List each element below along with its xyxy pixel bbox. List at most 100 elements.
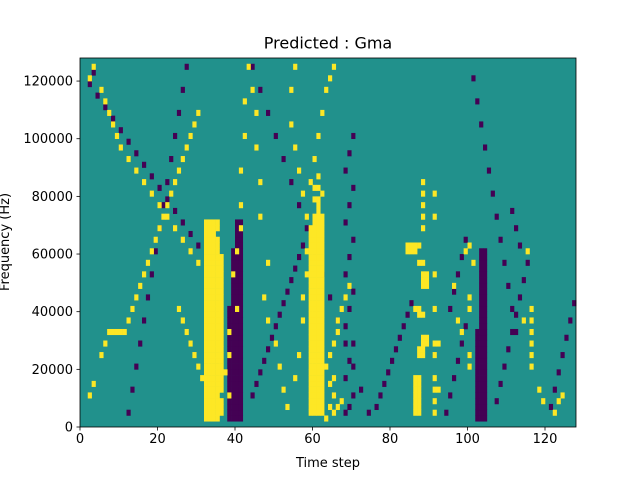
heatmap-cell-low [479, 254, 484, 261]
heatmap-cell-low [347, 305, 352, 312]
heatmap-cell-low [479, 380, 484, 387]
heatmap-cell-low [514, 328, 519, 336]
heatmap-cell-high [320, 254, 325, 261]
heatmap-cell-low [180, 219, 185, 226]
heatmap-cell-high [413, 305, 418, 312]
heatmap-cell-low [514, 311, 519, 318]
heatmap-cell-high [463, 248, 468, 255]
heatmap-cell-high [293, 144, 298, 151]
heatmap-cell-low [231, 409, 236, 416]
heatmap-cell-low [238, 380, 244, 387]
heatmap-cell-high [320, 323, 325, 330]
heatmap-cell-high [114, 328, 120, 336]
heatmap-cell-low [517, 242, 523, 249]
heatmap-cell-high [215, 317, 220, 324]
heatmap-cell-high [417, 392, 422, 399]
heatmap-cell-high [312, 357, 317, 364]
heatmap-cell-low [568, 317, 573, 324]
heatmap-cell-low [235, 403, 240, 411]
heatmap-cell-high [405, 242, 410, 249]
heatmap-cell-high [215, 380, 220, 387]
heatmap-cell-high [421, 259, 426, 266]
heatmap-cell-high [180, 156, 185, 163]
heatmap-cell-high [211, 317, 216, 324]
heatmap-cell-low [479, 363, 484, 370]
heatmap-cell-high [215, 282, 220, 289]
heatmap-cell-high [204, 409, 209, 416]
heatmap-cell-low [479, 323, 484, 330]
heatmap-cell-high [312, 392, 317, 399]
heatmap-cell-high [173, 225, 178, 232]
heatmap-cell-high [211, 265, 216, 272]
heatmap-cell-high [215, 323, 220, 330]
heatmap-cell-low [227, 375, 232, 382]
heatmap-cell-high [320, 265, 325, 272]
heatmap-cell-low [250, 392, 255, 399]
heatmap-cell-low [238, 392, 244, 399]
heatmap-cell-high [204, 334, 209, 341]
heatmap-cell-high [207, 380, 213, 387]
heatmap-cell-low [343, 340, 348, 347]
heatmap-cell-high [304, 213, 309, 220]
heatmap-cell-high [114, 132, 120, 140]
heatmap-cell-low [483, 334, 488, 341]
heatmap-cell-low [238, 369, 244, 376]
heatmap-cell-high [328, 380, 333, 387]
heatmap-cell-high [320, 352, 325, 359]
heatmap-cell-low [483, 386, 488, 393]
heatmap-cell-high [312, 346, 317, 353]
heatmap-cell-high [316, 265, 321, 272]
heatmap-cell-high [149, 190, 154, 197]
heatmap-cell-high [142, 179, 147, 186]
heatmap-cell-high [207, 259, 213, 266]
heatmap-cell-high [227, 352, 232, 359]
heatmap-cell-low [231, 288, 236, 295]
heatmap-cell-low [231, 392, 236, 399]
heatmap-cell-low [231, 357, 236, 364]
heatmap-cell-high [316, 403, 321, 411]
heatmap-cell-high [312, 196, 317, 203]
heatmap-cell-high [204, 300, 209, 307]
heatmap-cell-high [215, 334, 220, 341]
heatmap-cell-high [130, 305, 135, 312]
heatmap-cell-low [475, 415, 480, 422]
heatmap-cell-high [211, 340, 216, 347]
heatmap-cell-high [215, 288, 220, 295]
heatmap-cell-low [475, 398, 480, 405]
heatmap-cell-low [227, 363, 232, 370]
heatmap-cell-high [432, 386, 437, 393]
heatmap-cell-high [219, 352, 224, 359]
heatmap-cell-high [339, 305, 344, 312]
heatmap-cell-high [320, 305, 325, 312]
heatmap-cell-high [316, 305, 321, 312]
heatmap-cell-high [424, 334, 430, 341]
heatmap-cell-high [111, 328, 116, 336]
heatmap-cell-high [211, 271, 216, 278]
heatmap-cell-low [235, 392, 240, 399]
heatmap-cell-low [347, 357, 352, 364]
heatmap-cell-low [235, 277, 240, 284]
heatmap-cell-low [463, 323, 468, 330]
heatmap-cell-high [215, 259, 220, 266]
heatmap-cell-high [157, 202, 162, 209]
heatmap-cell-low [502, 363, 507, 370]
heatmap-cell-high [432, 352, 437, 359]
heatmap-cell-high [188, 132, 193, 140]
heatmap-cell-high [176, 305, 182, 312]
heatmap-cell-low [238, 219, 244, 226]
heatmap-cell-high [320, 109, 325, 116]
heatmap-cell-high [258, 179, 263, 186]
heatmap-cell-high [328, 75, 333, 82]
heatmap-cell-low [297, 202, 302, 209]
heatmap-cell-high [312, 334, 317, 341]
heatmap-cell-high [316, 300, 321, 307]
heatmap-cell-high [219, 265, 224, 272]
heatmap-cell-high [266, 259, 271, 266]
heatmap-cell-high [324, 415, 329, 422]
y-axis: 0 20000 40000 60000 80000 100000 120000 [23, 75, 80, 436]
heatmap-cell-low [238, 305, 244, 312]
heatmap-cell-high [339, 398, 344, 405]
heatmap-cell-low [238, 254, 244, 261]
heatmap-cell-high [308, 254, 313, 261]
heatmap-cell-high [308, 375, 313, 382]
